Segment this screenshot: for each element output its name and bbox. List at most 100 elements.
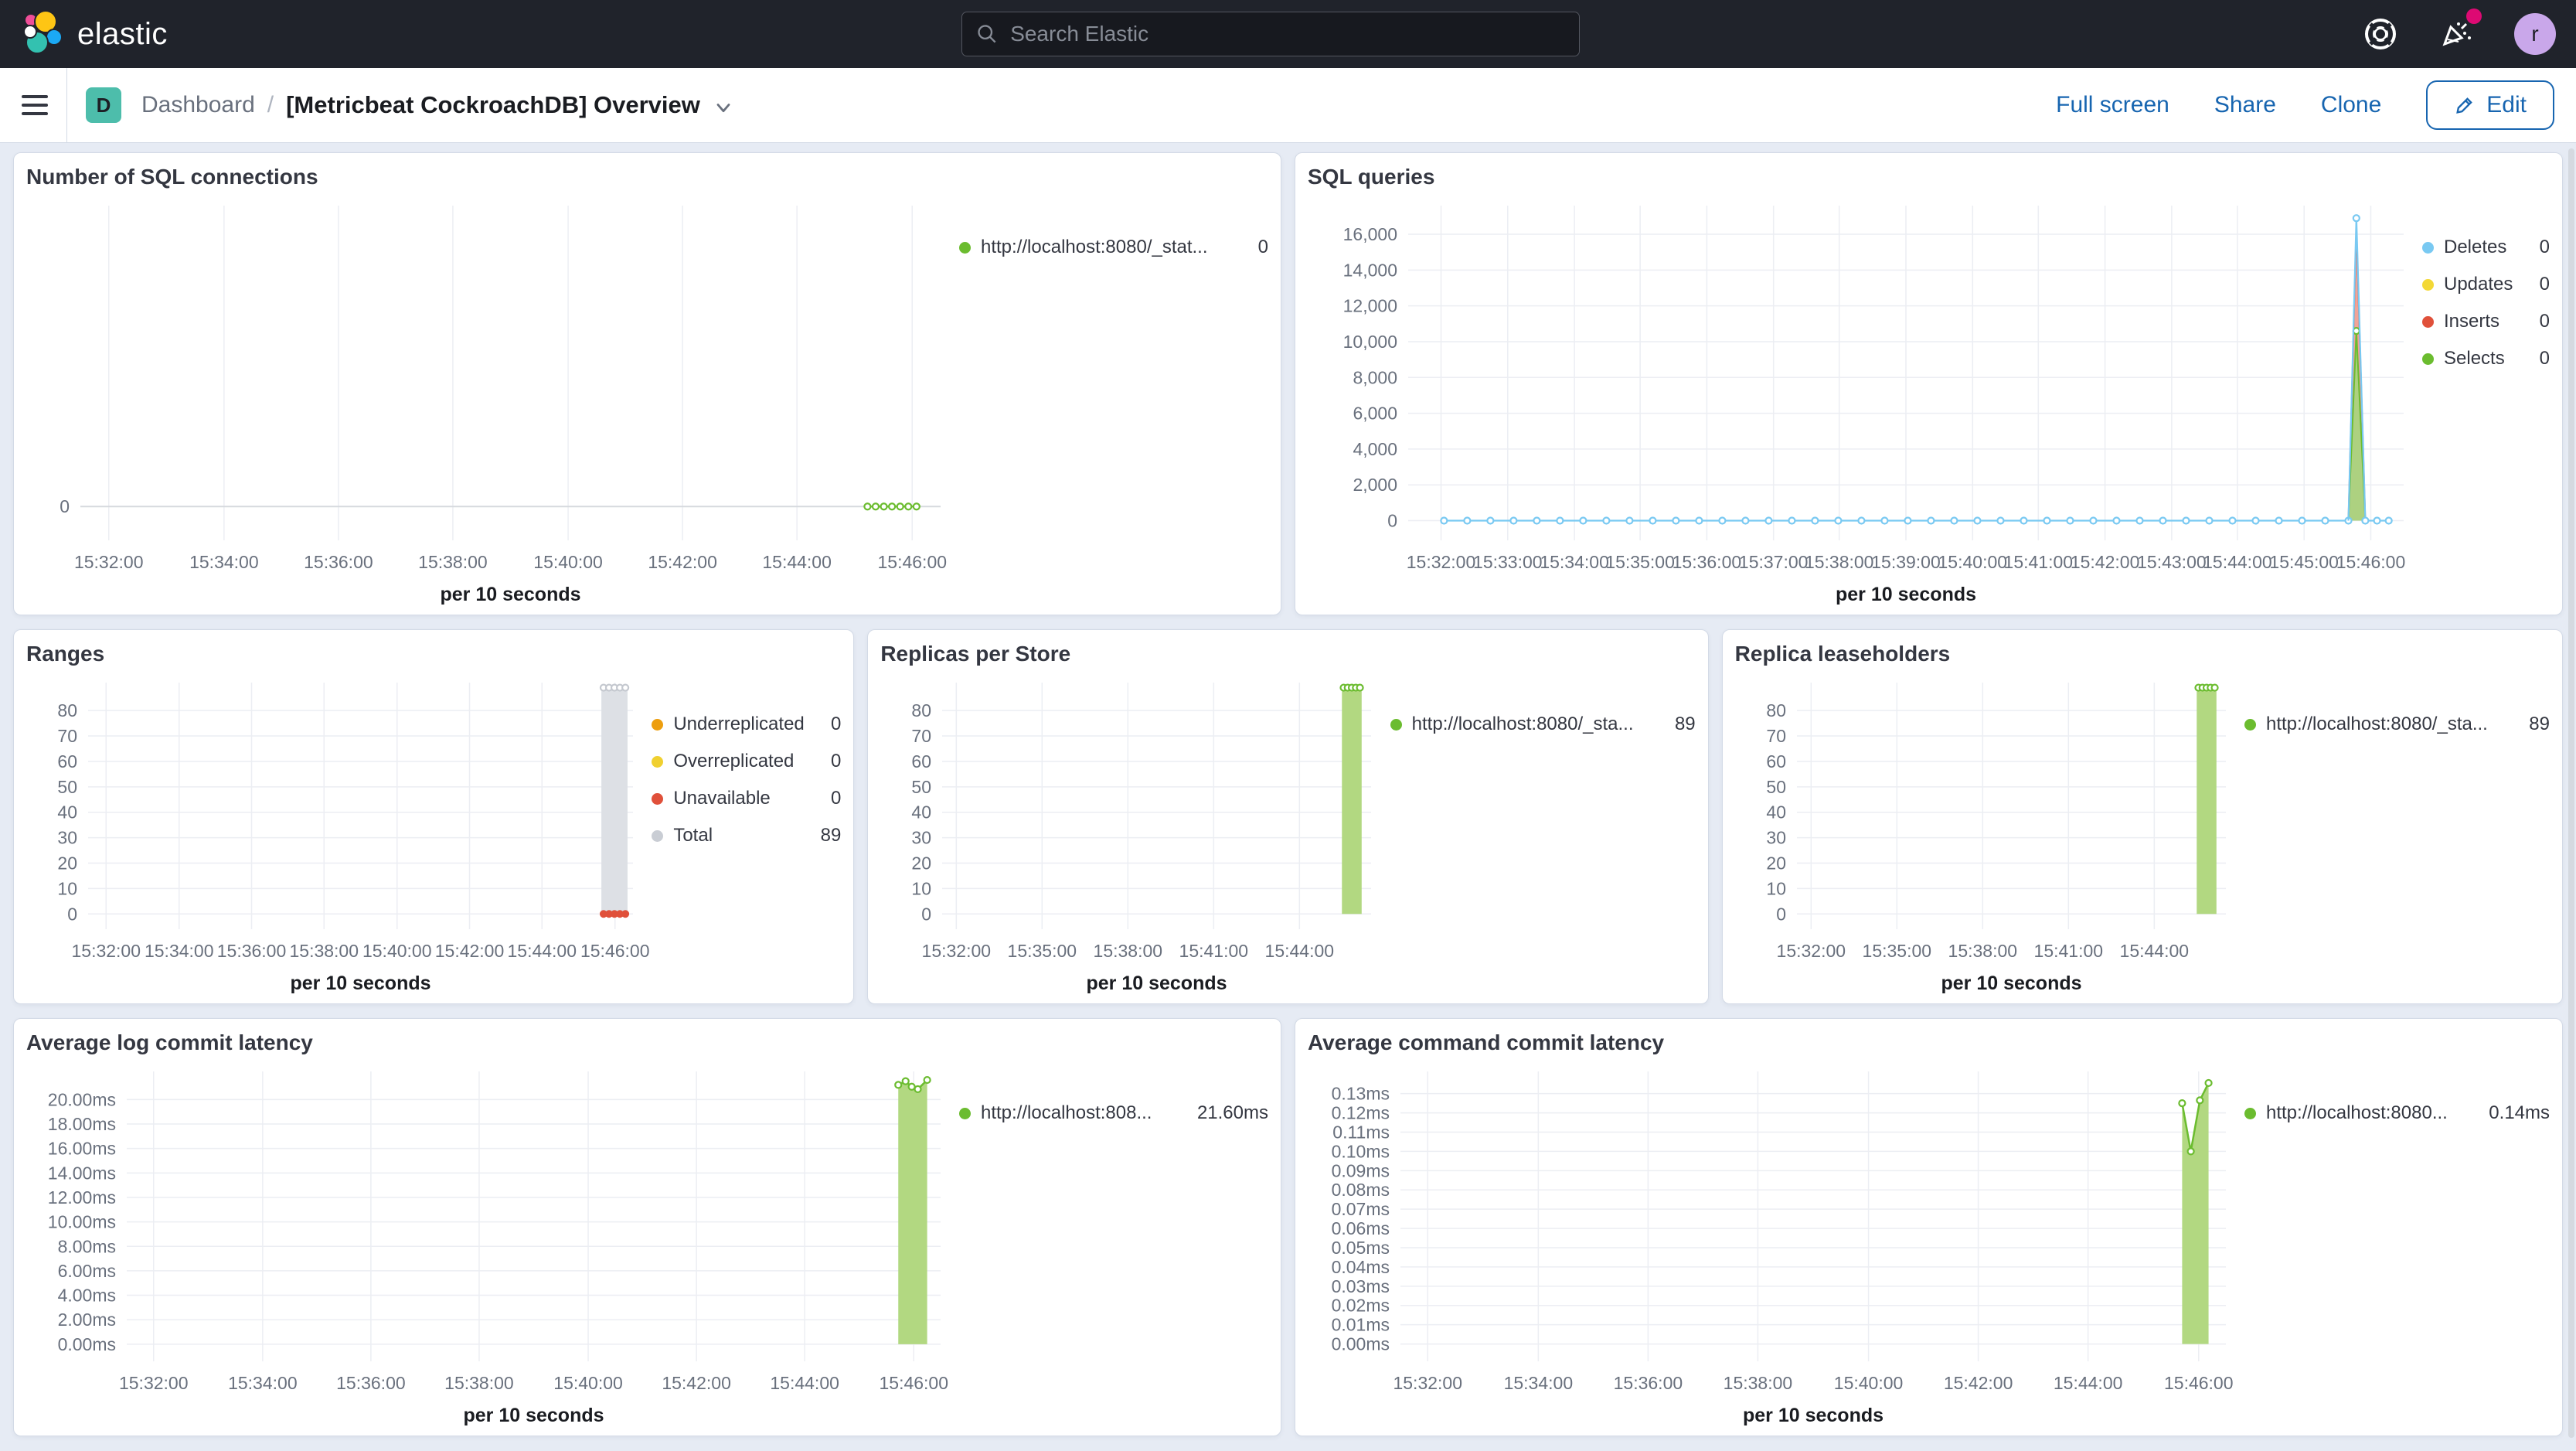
legend-value: 0 [2539, 274, 2550, 295]
series-dot [2422, 241, 2434, 254]
elastic-brand[interactable]: elastic [20, 10, 168, 58]
svg-text:40: 40 [912, 802, 932, 823]
panel-replicas-per-store: Replicas per Store 15:32:00 15:35:00 15:38… [867, 629, 1709, 1004]
svg-text:0: 0 [1776, 904, 1786, 924]
svg-text:20.00ms: 20.00ms [48, 1089, 116, 1109]
search-input[interactable] [1009, 21, 1565, 47]
legend-item[interactable]: Total 89 [652, 825, 841, 846]
legend-item[interactable]: Updates 0 [2422, 274, 2550, 295]
legend-label: Overreplicated [673, 751, 795, 771]
legend-item[interactable]: http://localhost:8080/_stat... 0 [959, 237, 1268, 258]
legend-value: 0 [830, 788, 842, 809]
series-dot [959, 1107, 971, 1119]
svg-text:15:33:00: 15:33:00 [1473, 552, 1543, 572]
svg-text:15:44:00: 15:44:00 [2054, 1373, 2123, 1393]
svg-text:0.03ms: 0.03ms [1332, 1276, 1390, 1296]
svg-text:0.06ms: 0.06ms [1332, 1218, 1390, 1238]
svg-text:15:42:00: 15:42:00 [1944, 1373, 2013, 1393]
legend-item[interactable]: Unavailable 0 [652, 788, 841, 809]
edit-button[interactable]: Edit [2426, 80, 2554, 130]
svg-text:15:41:00: 15:41:00 [1179, 941, 1249, 961]
breadcrumb-separator: / [267, 92, 274, 118]
svg-text:per 10 seconds: per 10 seconds [1087, 972, 1227, 994]
legend-item[interactable]: http://localhost:8080/_sta... 89 [1390, 714, 1696, 735]
svg-text:0.05ms: 0.05ms [1332, 1238, 1390, 1258]
series-dot [959, 241, 971, 254]
svg-text:15:38:00: 15:38:00 [1724, 1373, 1793, 1393]
svg-text:0.13ms: 0.13ms [1332, 1084, 1390, 1104]
chevron-down-icon[interactable] [713, 97, 734, 118]
svg-text:20: 20 [57, 853, 77, 873]
legend-item[interactable]: http://localhost:8080/_sta... 89 [2244, 714, 2550, 735]
whats-new-button[interactable] [2438, 8, 2482, 54]
svg-text:12,000: 12,000 [1343, 296, 1397, 316]
panel-title: SQL queries [1308, 165, 1435, 189]
legend-item[interactable]: Overreplicated 0 [652, 751, 841, 772]
svg-text:15:36:00: 15:36:00 [1614, 1373, 1683, 1393]
replica-leaseholders-chart[interactable]: 15:32:00 15:35:00 15:38:00 15:41:00 15:44:00… [1735, 670, 2244, 996]
svg-text:15:46:00: 15:46:00 [2336, 552, 2406, 572]
svg-text:10.00ms: 10.00ms [48, 1212, 116, 1232]
svg-text:0.07ms: 0.07ms [1332, 1199, 1390, 1219]
svg-text:0: 0 [922, 904, 932, 924]
panel-average-command-commit-latency: Average command commit latency 15:32:00 1… [1295, 1018, 2563, 1436]
svg-text:50: 50 [1766, 777, 1786, 797]
svg-text:50: 50 [912, 777, 932, 797]
panel-title: Ranges [26, 642, 105, 666]
svg-text:15:35:00: 15:35:00 [1862, 941, 1931, 961]
notification-badge [2466, 8, 2482, 24]
breadcrumb-dashboard-link[interactable]: Dashboard [141, 92, 255, 118]
panel-number-of-sql-connections: Number of SQL connections 15:32:00 15:34:… [13, 152, 1281, 615]
svg-text:per 10 seconds: per 10 seconds [463, 1405, 604, 1426]
legend-label: http://localhost:8080/_stat... [981, 237, 1208, 257]
legend-item[interactable]: Inserts 0 [2422, 311, 2550, 332]
svg-text:0: 0 [67, 904, 77, 924]
chart-legend: Deletes 0 Updates 0 Inserts 0 Selects 0 [2422, 193, 2550, 607]
svg-text:70: 70 [912, 726, 932, 746]
svg-text:6.00ms: 6.00ms [58, 1261, 116, 1281]
legend-item[interactable]: Underreplicated 0 [652, 714, 841, 735]
sql-queries-chart[interactable]: 15:32:00 15:33:00 15:34:00 15:35:00 15:36:00… [1308, 193, 2422, 607]
page-scrollbar[interactable] [2568, 148, 2574, 1438]
user-avatar[interactable]: r [2514, 13, 2556, 55]
brand-wordmark: elastic [77, 16, 168, 51]
svg-text:15:44:00: 15:44:00 [2119, 941, 2189, 961]
legend-item[interactable]: Deletes 0 [2422, 237, 2550, 258]
svg-text:70: 70 [1766, 726, 1786, 746]
svg-text:60: 60 [57, 751, 77, 771]
legend-item[interactable]: http://localhost:808... 21.60ms [959, 1102, 1268, 1124]
menu-icon[interactable] [22, 94, 48, 117]
svg-text:15:32:00: 15:32:00 [1407, 552, 1476, 572]
chart-legend: http://localhost:8080/_sta... 89 [1390, 670, 1696, 996]
legend-item[interactable]: http://localhost:8080... 0.14ms [2244, 1102, 2550, 1124]
sql-connections-chart[interactable]: 15:32:00 15:34:00 15:36:00 15:38:00 15:40:00… [26, 193, 959, 607]
party-popper-icon [2442, 22, 2471, 46]
share-button[interactable]: Share [2214, 92, 2276, 118]
space-badge[interactable]: D [86, 87, 121, 123]
svg-text:15:42:00: 15:42:00 [435, 941, 505, 961]
panel-title: Number of SQL connections [26, 165, 318, 189]
log-commit-latency-chart[interactable]: 15:32:00 15:34:00 15:36:00 15:38:00 15:40:00… [26, 1059, 959, 1428]
legend-value: 0 [2539, 348, 2550, 369]
svg-text:per 10 seconds: per 10 seconds [1743, 1405, 1884, 1426]
global-search[interactable] [961, 12, 1580, 56]
panel-replica-leaseholders: Replica leaseholders 15:32:00 15:35:00 15:… [1721, 629, 2563, 1004]
svg-text:15:46:00: 15:46:00 [879, 1373, 948, 1393]
svg-text:8,000: 8,000 [1353, 367, 1397, 387]
clone-button[interactable]: Clone [2320, 92, 2382, 118]
legend-item[interactable]: Selects 0 [2422, 348, 2550, 370]
svg-text:15:36:00: 15:36:00 [304, 552, 373, 572]
svg-text:10: 10 [1766, 878, 1786, 898]
replicas-per-store-chart[interactable]: 15:32:00 15:35:00 15:38:00 15:41:00 15:44:00… [880, 670, 1390, 996]
full-screen-button[interactable]: Full screen [2056, 92, 2169, 118]
chart-legend: http://localhost:8080/_sta... 89 [2244, 670, 2550, 996]
help-icon[interactable] [2363, 16, 2398, 52]
legend-label: Selects [2444, 348, 2505, 369]
svg-text:15:46:00: 15:46:00 [878, 552, 948, 572]
ranges-chart[interactable]: 15:32:00 15:34:00 15:36:00 15:38:00 15:40:00… [26, 670, 652, 996]
svg-text:15:32:00: 15:32:00 [119, 1373, 189, 1393]
command-commit-latency-chart[interactable]: 15:32:00 15:34:00 15:36:00 15:38:00 15:40:00… [1308, 1059, 2244, 1428]
legend-value: 0 [1257, 237, 1268, 257]
panel-average-log-commit-latency: Average log commit latency 15:32:00 15:34… [13, 1018, 1281, 1436]
page-title: [Metricbeat CockroachDB] Overview [286, 91, 700, 118]
